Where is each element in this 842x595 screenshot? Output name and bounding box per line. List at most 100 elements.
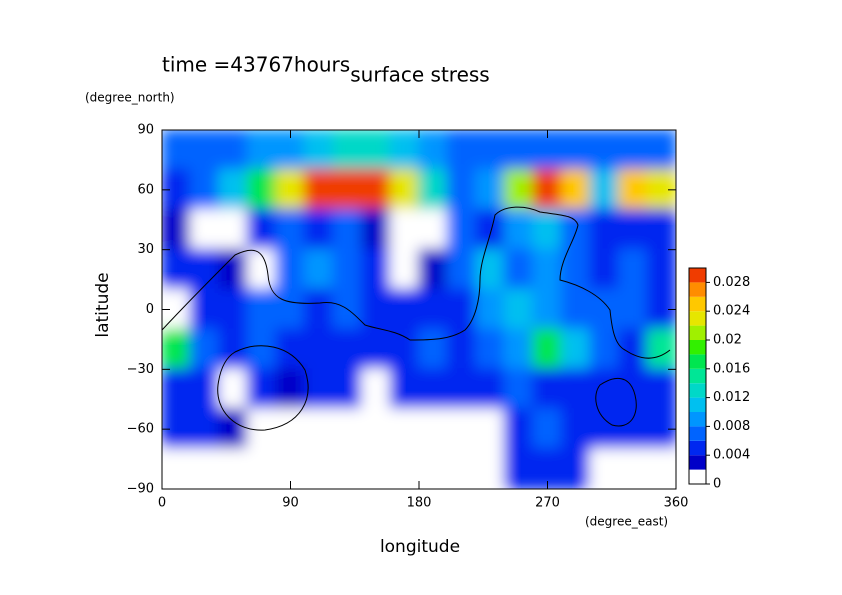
contour-cell: [589, 208, 620, 251]
contour-cell: [446, 130, 478, 171]
contour-cell: [389, 328, 420, 371]
contour-cell: [332, 448, 363, 489]
contour-cell: [503, 408, 535, 451]
colorbar-tick-label: 0: [713, 477, 721, 492]
x-tick-label: 0: [158, 496, 166, 511]
colorbar-tick-label: 0.028: [713, 275, 750, 290]
contour-cell: [303, 208, 335, 251]
contour-cell: [617, 288, 649, 331]
contour-cell: [560, 208, 592, 251]
x-tick-label: 180: [407, 496, 432, 511]
colorbar-swatch: [689, 383, 706, 398]
contour-cell: [560, 248, 592, 291]
contour-cell: [560, 408, 592, 451]
contour-cell: [303, 288, 335, 331]
contour-cell: [475, 288, 506, 331]
y-axis-label: latitude: [93, 272, 113, 337]
contour-cell: [332, 328, 363, 371]
contour-cell: [560, 368, 592, 411]
contour-cell: [275, 368, 306, 411]
contour-cell: [303, 168, 335, 211]
colorbar-swatch: [689, 282, 706, 297]
contour-cell: [503, 168, 535, 211]
contour-cell: [360, 248, 392, 291]
contour-cell: [389, 248, 420, 291]
contour-cell: [189, 130, 221, 171]
contour-cell: [475, 208, 506, 251]
contour-cell: [303, 248, 335, 291]
contour-cell: [218, 208, 249, 251]
contour-cell: [446, 248, 478, 291]
contour-cell: [162, 328, 192, 371]
contour-cell: [246, 208, 278, 251]
contour-cell: [246, 328, 278, 371]
contour-cell: [532, 368, 563, 411]
contour-cell: [162, 448, 192, 489]
contour-cell: [646, 328, 676, 371]
contour-cell: [360, 328, 392, 371]
contour-cell: [446, 288, 478, 331]
contour-cell: [275, 168, 306, 211]
contour-cell: [332, 208, 363, 251]
contour-cell: [646, 448, 676, 489]
contour-cell: [360, 408, 392, 451]
contour-cell: [189, 248, 221, 291]
colorbar-tick-label: 0.02: [713, 333, 742, 348]
contour-cell: [303, 328, 335, 371]
contour-cell: [189, 208, 221, 251]
contour-cell: [617, 448, 649, 489]
colorbar-swatch: [689, 296, 706, 312]
contour-cell: [617, 328, 649, 371]
contour-cell: [218, 288, 249, 331]
chart-subtitle: time =43767hours: [162, 53, 350, 77]
contour-cell: [589, 130, 620, 171]
contour-cell: [503, 448, 535, 489]
contour-cell: [503, 130, 535, 171]
colorbar-swatch: [689, 469, 706, 484]
contour-cell: [446, 368, 478, 411]
contour-cell: [589, 448, 620, 489]
contour-cell: [418, 208, 449, 251]
contour-cell: [332, 248, 363, 291]
contour-cell: [503, 248, 535, 291]
contour-cell: [275, 288, 306, 331]
colorbar-swatch: [689, 455, 706, 470]
contour-cell: [332, 130, 363, 171]
contour-cell: [446, 208, 478, 251]
contour-cell: [532, 208, 563, 251]
y-tick-label: −60: [127, 422, 154, 437]
contour-cell: [532, 288, 563, 331]
contour-cell: [389, 448, 420, 489]
colorbar-tick-label: 0.012: [713, 390, 750, 405]
contour-cell: [389, 368, 420, 411]
x-tick-label: 90: [282, 496, 299, 511]
colorbar-swatch: [689, 354, 706, 369]
y-tick-label: 0: [146, 302, 154, 317]
contour-cell: [532, 168, 563, 211]
contour-cell: [418, 168, 449, 211]
contour-cell: [246, 448, 278, 489]
contour-cell: [389, 408, 420, 451]
colorbar: 0 0.004 0.008 0.012 0.016 0.02 0.024 0.028: [688, 267, 750, 492]
contour-cell: [389, 208, 420, 251]
contour-cell: [389, 168, 420, 211]
contour-cell: [589, 288, 620, 331]
colorbar-swatch: [689, 311, 706, 326]
contour-cell: [646, 248, 676, 291]
contour-cell: [532, 328, 563, 371]
colorbar-swatch: [689, 368, 706, 384]
contour-cell: [503, 288, 535, 331]
contour-cell: [532, 248, 563, 291]
contour-cell: [418, 288, 449, 331]
y-tick-label: 60: [137, 182, 154, 197]
contour-cell: [360, 208, 392, 251]
contour-cell: [218, 408, 249, 451]
contour-cell: [475, 328, 506, 371]
y-units: (degree_north): [85, 91, 175, 105]
x-units: (degree_east): [585, 515, 668, 529]
colorbar-swatch: [689, 412, 706, 427]
colorbar-swatch: [689, 397, 706, 412]
colorbar-swatch: [689, 268, 706, 283]
contour-cell: [589, 328, 620, 371]
contour-cell: [617, 208, 649, 251]
